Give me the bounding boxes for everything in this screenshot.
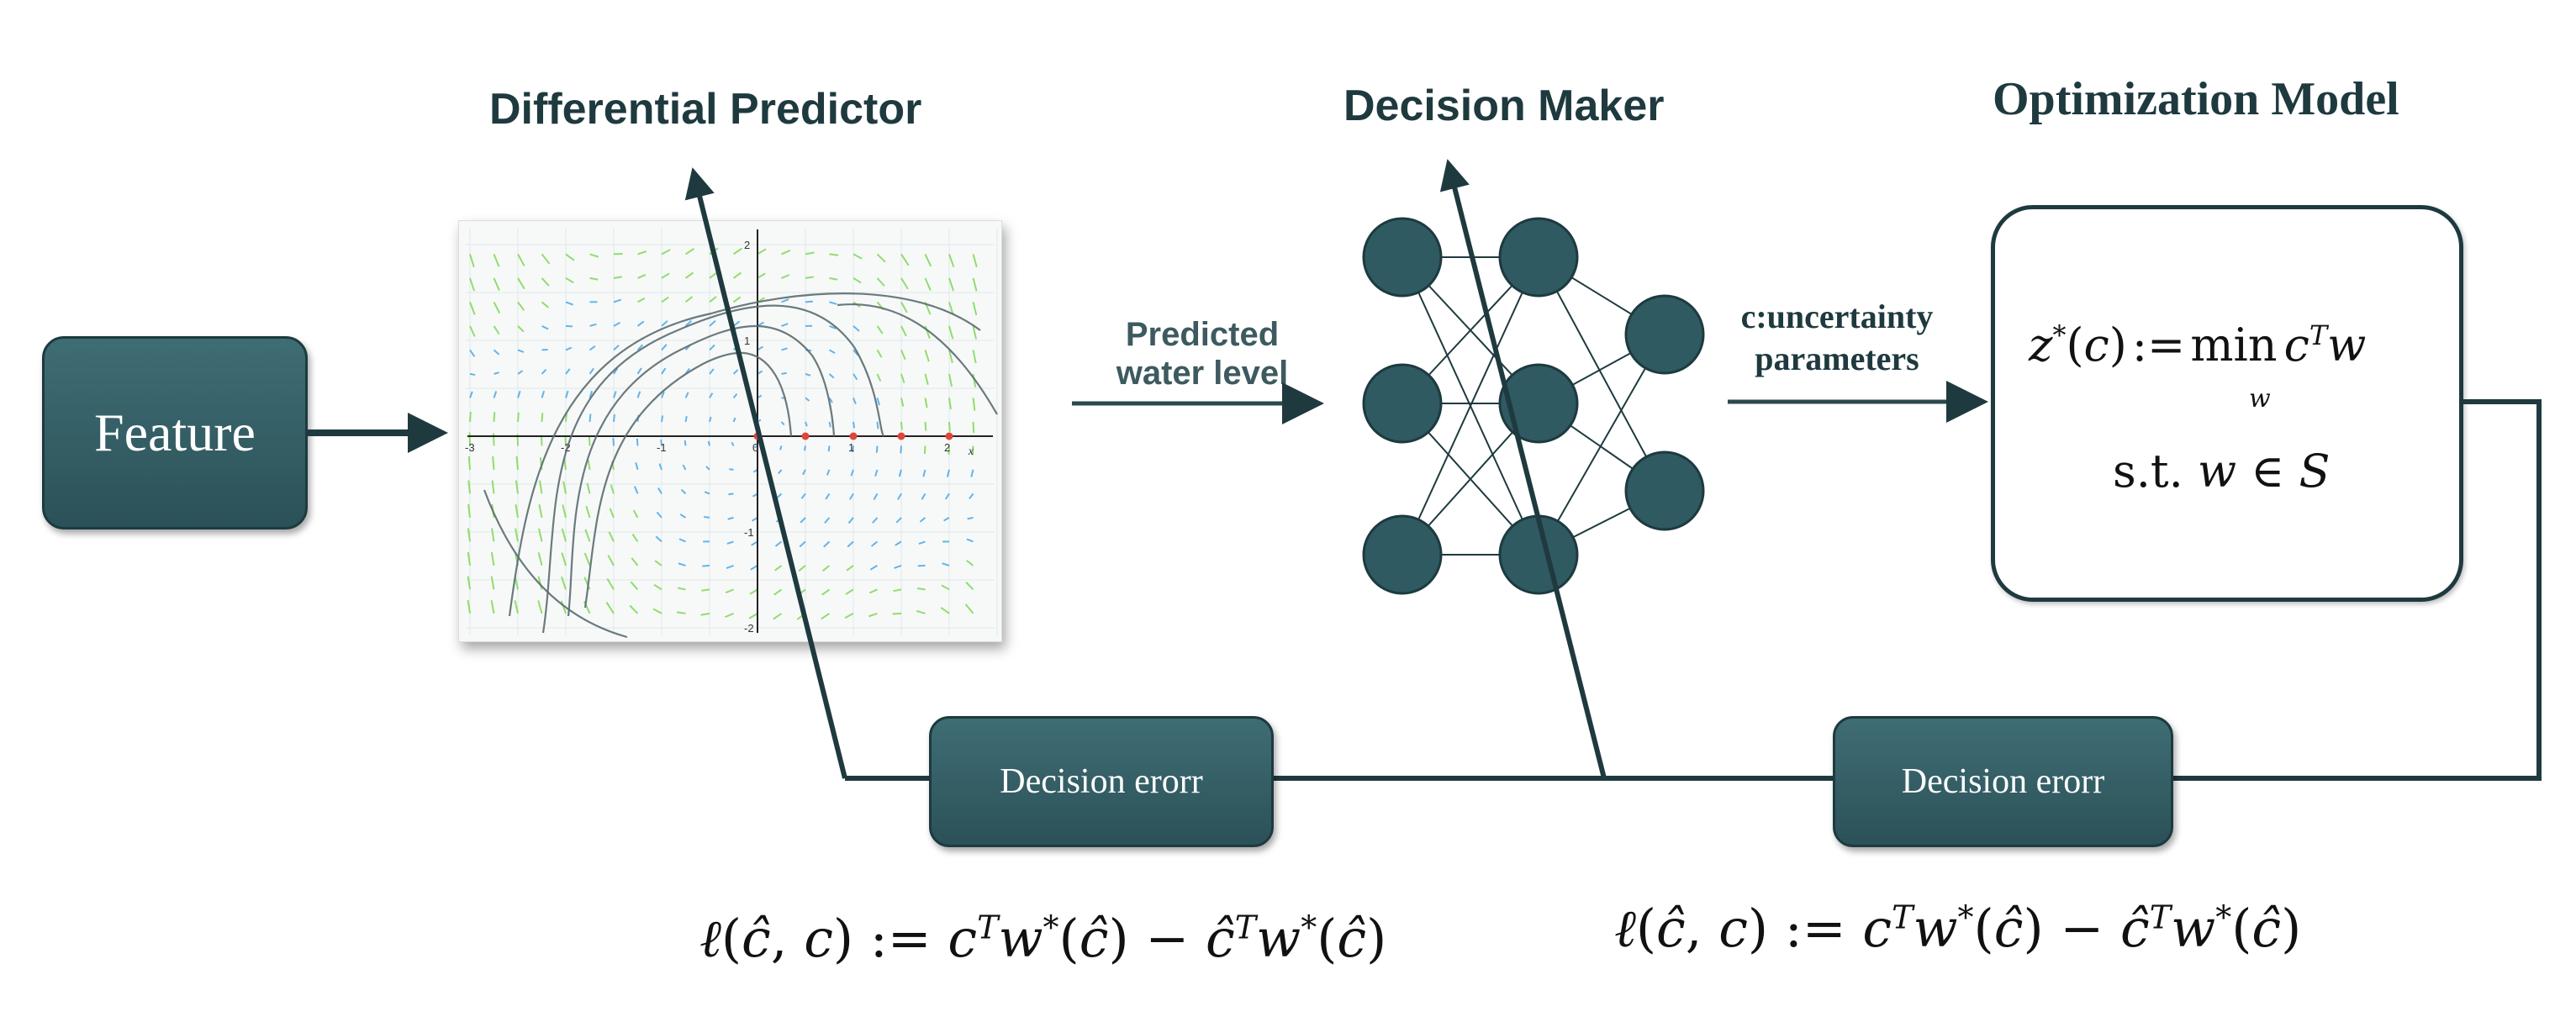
neural-network-diagram — [1362, 217, 1705, 595]
phase-y-tick-label: 1 — [744, 335, 750, 347]
decision-error-label-right: Decision erorr — [1901, 762, 2105, 801]
phase-x-tick-label: -1 — [657, 441, 667, 454]
decision-maker-title: Decision Maker — [1343, 82, 1665, 130]
differential-predictor-title: Differential Predictor — [489, 85, 922, 134]
uncertainty-line1: c:uncertainty — [1740, 298, 1934, 335]
phase-equilibrium-point — [897, 432, 905, 440]
loss-formula-right: ℓ(ĉ, c) := cTw*(ĉ) − ĉTw*(ĉ) — [1614, 898, 2302, 959]
gradient-arrow-decision-maker — [1439, 159, 1607, 779]
nn-neuron — [1624, 294, 1705, 375]
optimization-min-subscript: w — [2249, 384, 2271, 414]
nn-neuron — [1362, 363, 1443, 444]
phase-x-axis-label: x — [968, 445, 974, 458]
nn-neuron — [1624, 450, 1705, 531]
decision-error-label-left: Decision erorr — [1000, 762, 1203, 801]
nn-edge — [1538, 334, 1665, 556]
loss-formula-left: ℓ(ĉ, c) := cTw*(ĉ) − ĉTw*(ĉ) — [699, 908, 1387, 969]
decision-error-box-right: Decision erorr — [1833, 716, 2173, 847]
nn-neuron — [1362, 217, 1443, 298]
optimization-constraint: s.t. w ∈ S — [2113, 445, 2331, 498]
phase-x-tick-label: 2 — [944, 441, 950, 454]
nn-edge — [1401, 256, 1539, 556]
optimization-model-box: z*(c):= min cTw w s.t. w ∈ S — [1991, 205, 2463, 602]
phase-equilibrium-point — [849, 432, 858, 440]
phase-x-tick-label: -2 — [561, 441, 571, 454]
predicted-line2: water level — [1116, 355, 1289, 392]
nn-neuron — [1362, 514, 1443, 595]
uncertainty-line2: parameters — [1755, 340, 1919, 377]
phase-trajectory — [837, 303, 998, 415]
predicted-water-level-label: Predicted water level — [1076, 315, 1328, 392]
phase-equilibrium-point — [945, 432, 953, 440]
feature-box: Feature — [42, 336, 308, 529]
gradient-arrow-predictor — [684, 167, 847, 779]
nn-neuron — [1498, 363, 1579, 444]
phase-trajectory — [508, 292, 981, 617]
phase-y-tick-label: -2 — [744, 622, 754, 635]
nn-neuron — [1498, 217, 1579, 298]
phase-x-tick-label: 0 — [752, 441, 758, 454]
uncertainty-parameters-label: c:uncertainty parameters — [1711, 296, 1963, 380]
decision-error-box-left: Decision erorr — [929, 716, 1274, 847]
optimization-objective: z*(c):= min cTw — [2029, 319, 2367, 371]
predicted-line1: Predicted — [1125, 316, 1280, 353]
feature-label: Feature — [94, 403, 256, 462]
optimization-model-title: Optimization Model — [1993, 73, 2399, 125]
phase-trajectory — [583, 351, 793, 608]
phase-portrait-plot: -3 -2 -1 0 1 2 2 1 -1 -2 x — [458, 220, 1002, 642]
feedback-line-right — [845, 399, 2542, 781]
phase-x-tick-label: -3 — [465, 441, 475, 454]
phase-trajectory — [541, 304, 884, 634]
phase-y-tick-label: 2 — [744, 239, 750, 251]
phase-trajectory — [567, 324, 836, 617]
phase-equilibrium-point — [801, 432, 810, 440]
phase-trajectory — [483, 489, 628, 639]
phase-y-tick-label: -1 — [744, 526, 754, 539]
phase-x-tick-label: 1 — [848, 441, 854, 454]
nn-edge — [1538, 256, 1665, 492]
